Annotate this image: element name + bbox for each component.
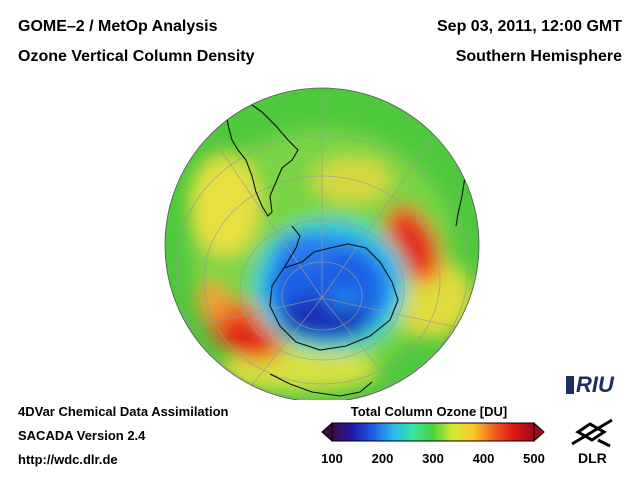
footer-method: 4DVar Chemical Data Assimilation <box>18 404 229 419</box>
colorbar-tick-label: 200 <box>371 451 394 466</box>
colorbar-low-arrow <box>321 421 333 443</box>
south-america-coast <box>225 91 299 217</box>
product-subtitle: Ozone Vertical Column Density <box>18 48 255 65</box>
footer-version: SACADA Version 2.4 <box>18 428 146 443</box>
antarctic-peninsula <box>283 225 301 269</box>
date-time-label: Sep 03, 2011, 12:00 GMT <box>437 18 622 35</box>
dlr-logo-text: DLR <box>578 450 607 466</box>
hemisphere-label: Southern Hemisphere <box>455 48 622 65</box>
riu-logo: RIU <box>566 372 614 398</box>
colorbar <box>321 421 545 443</box>
product-title: GOME–2 / MetOp Analysis <box>18 18 218 35</box>
riu-logo-text: RIU <box>576 372 614 397</box>
colorbar-tick-label: 300 <box>422 451 444 466</box>
colorbar-gradient <box>331 422 535 442</box>
riu-logo-mark-icon <box>566 376 574 394</box>
antarctica-coast <box>269 243 399 351</box>
footer-url[interactable]: http://wdc.dlr.de <box>18 452 118 467</box>
australia-coast <box>269 373 373 397</box>
colorbar-high-arrow <box>533 421 545 443</box>
colorbar-tick-label: 400 <box>472 451 495 466</box>
colorbar-tick-label: 500 <box>523 451 545 466</box>
ozone-globe-map <box>164 87 480 400</box>
dlr-logo-icon <box>571 418 613 448</box>
globe-outline <box>164 87 480 400</box>
graticule <box>174 90 471 400</box>
colorbar-tick-label: 100 <box>321 451 343 466</box>
colorbar-title: Total Column Ozone [DU] <box>350 404 508 419</box>
